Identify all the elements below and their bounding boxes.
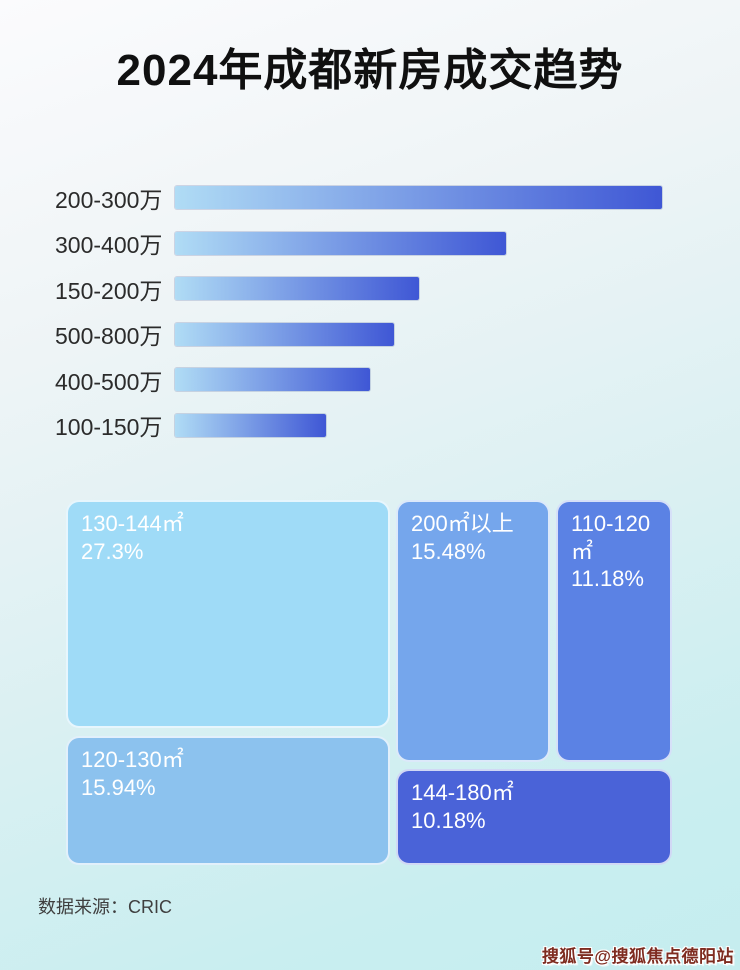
treemap-block-value: 15.94%: [81, 774, 156, 800]
treemap-block-label: 200㎡以上: [411, 511, 514, 536]
price-range-bar-chart: 200-300万 300-400万 150-200万 500-800万 400-…: [0, 175, 740, 448]
treemap-block-label: 120-130㎡: [81, 747, 184, 772]
bar-category-label: 150-200万: [55, 277, 163, 304]
bar: [175, 322, 395, 346]
bar-track: [175, 322, 662, 346]
treemap-block-200-plus: 200㎡以上 15.48%: [396, 500, 550, 762]
area-size-treemap: 130-144㎡ 27.3% 200㎡以上 15.48% 110-120㎡ 11…: [66, 500, 672, 865]
bar-category-label: 100-150万: [55, 414, 163, 441]
bar-track: [175, 413, 662, 437]
bar-category-label: 300-400万: [55, 232, 163, 259]
bar-track: [175, 186, 662, 210]
bar-category-label: 400-500万: [55, 368, 163, 395]
watermark: 搜狐号@搜狐焦点德阳站: [541, 947, 734, 966]
treemap-block-value: 10.18%: [411, 807, 486, 833]
bar: [175, 413, 326, 437]
page-title: 2024年成都新房成交趋势: [116, 46, 624, 95]
bar-row: 150-200万: [0, 266, 740, 312]
treemap-block-130-144: 130-144㎡ 27.3%: [66, 500, 390, 728]
bar-row: 500-800万: [0, 312, 740, 358]
treemap-block-label: 110-120㎡: [571, 511, 651, 564]
treemap-block-value: 27.3%: [81, 538, 144, 564]
data-source-note: 数据来源：CRIC: [38, 897, 172, 917]
bar-row: 200-300万: [0, 175, 740, 221]
bar-row: 400-500万: [0, 357, 740, 403]
bar: [175, 186, 662, 210]
bar: [175, 277, 419, 301]
bar-category-label: 200-300万: [55, 186, 163, 213]
bar: [175, 231, 507, 255]
bar-row: 300-400万: [0, 221, 740, 267]
treemap-block-144-180: 144-180㎡ 10.18%: [396, 769, 672, 865]
treemap-block-120-130: 120-130㎡ 15.94%: [66, 736, 390, 865]
bar: [175, 368, 370, 392]
bar-track: [175, 368, 662, 392]
bar-track: [175, 277, 662, 301]
treemap-block-label: 130-144㎡: [81, 511, 184, 536]
bar-track: [175, 231, 662, 255]
bar-row: 100-150万: [0, 403, 740, 449]
bar-category-label: 500-800万: [55, 323, 163, 350]
treemap-block-value: 11.18%: [571, 566, 644, 591]
treemap-block-label: 144-180㎡: [411, 780, 514, 805]
treemap-block-110-120: 110-120㎡ 11.18%: [556, 500, 672, 762]
treemap-block-value: 15.48%: [411, 538, 486, 564]
